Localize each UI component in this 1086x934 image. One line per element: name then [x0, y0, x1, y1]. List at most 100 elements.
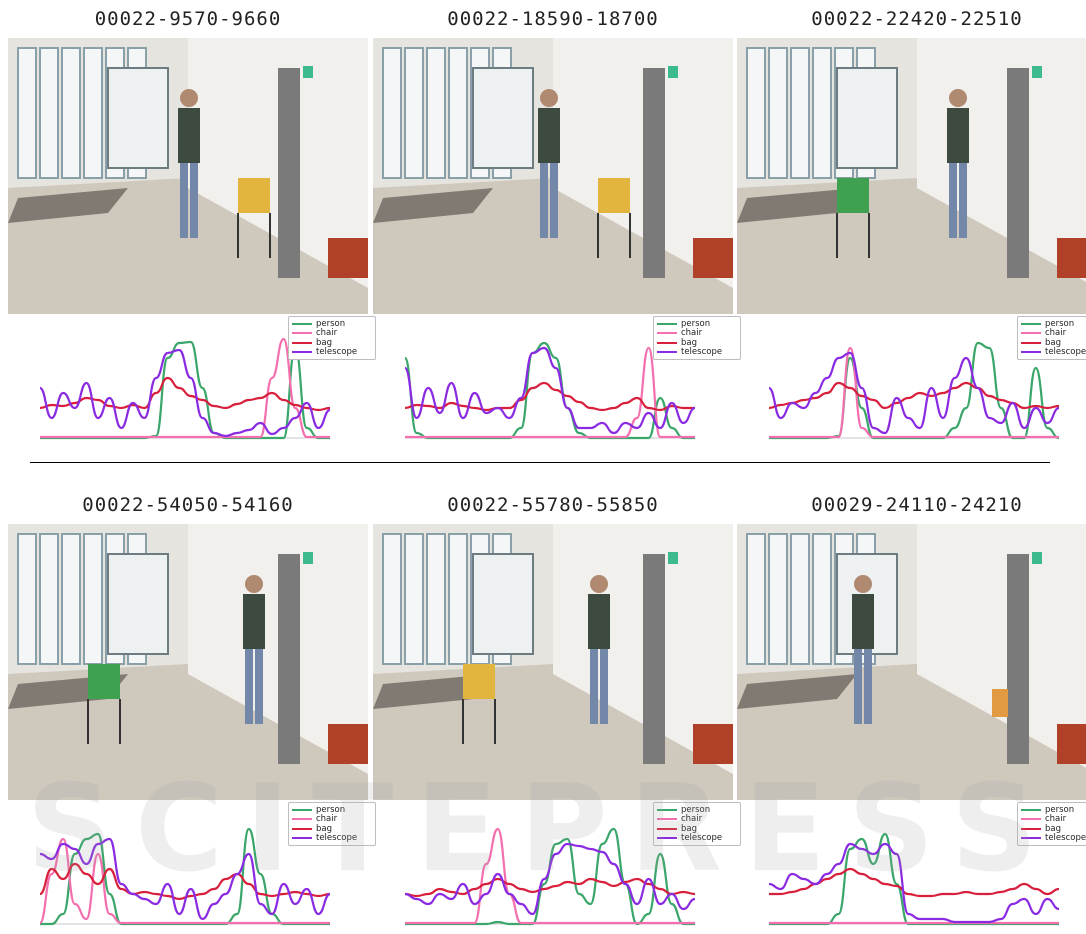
- legend-label: chair: [681, 328, 703, 339]
- legend-label: chair: [1045, 814, 1067, 825]
- series-line-telescope: [768, 351, 1060, 435]
- legend-swatch: [292, 808, 312, 811]
- series-line-bag: [39, 376, 331, 412]
- legend-entry: person: [1021, 805, 1086, 815]
- legend-label: person: [1045, 318, 1075, 329]
- clip-title: 00022-54050-54160: [82, 494, 294, 516]
- person-head: [180, 89, 198, 107]
- exit-sign: [668, 552, 678, 564]
- window-pane: [404, 47, 424, 179]
- rug: [8, 188, 128, 223]
- legend-label: bag: [1045, 823, 1061, 834]
- wall-trim: [328, 724, 368, 764]
- series-line-telescope: [39, 837, 331, 921]
- legend-entry: chair: [292, 814, 372, 824]
- detection-plot-svg: [403, 341, 696, 440]
- person-leg: [959, 163, 967, 238]
- chair: [837, 178, 869, 213]
- series-line-telescope: [403, 346, 696, 435]
- window-pane: [448, 533, 468, 665]
- chair: [598, 178, 630, 213]
- person-head: [949, 89, 967, 107]
- legend-label: telescope: [681, 347, 723, 358]
- series-line-person: [769, 832, 1059, 926]
- legend-swatch: [292, 827, 312, 830]
- rug: [373, 188, 493, 223]
- wall-trim: [1057, 238, 1086, 278]
- window-pane: [17, 47, 37, 179]
- video-frame-scene: [8, 524, 368, 800]
- legend-swatch: [1021, 332, 1041, 335]
- legend-entry: bag: [1021, 338, 1086, 348]
- legend-label: bag: [1045, 337, 1061, 348]
- exit-sign: [303, 552, 313, 564]
- pillar: [1007, 554, 1029, 764]
- legend-swatch: [657, 351, 677, 354]
- legend-swatch: [657, 322, 677, 325]
- door: [836, 67, 898, 169]
- person-head: [854, 575, 872, 593]
- window-pane: [812, 533, 832, 665]
- person-leg: [949, 163, 957, 238]
- detection-plot-svg: [768, 341, 1060, 440]
- detection-plot-svg: [39, 337, 331, 440]
- video-frame: [737, 38, 1086, 314]
- chair: [463, 664, 495, 699]
- legend-swatch: [292, 322, 312, 325]
- clip-title: 00022-18590-18700: [447, 8, 659, 30]
- window-pane: [790, 47, 810, 179]
- window-pane: [382, 533, 402, 665]
- legend-swatch: [292, 351, 312, 354]
- legend: person chair bag telescope: [288, 316, 376, 360]
- pillar: [278, 554, 300, 764]
- person-head: [590, 575, 608, 593]
- legend-entry: bag: [292, 824, 372, 834]
- window-pane: [448, 47, 468, 179]
- legend-swatch: [1021, 837, 1041, 840]
- person-leg: [540, 163, 548, 238]
- window-pane: [404, 533, 424, 665]
- legend-entry: telescope: [1021, 833, 1086, 843]
- series-line-bag: [404, 877, 696, 898]
- legend-label: person: [681, 318, 711, 329]
- legend-label: chair: [316, 328, 338, 339]
- legend: person chair bag telescope: [1017, 802, 1086, 846]
- person-torso: [538, 108, 560, 163]
- wall-trim: [1057, 724, 1086, 764]
- legend-label: bag: [681, 337, 697, 348]
- legend-entry: telescope: [292, 833, 372, 843]
- series-line-person: [40, 340, 330, 440]
- bag: [992, 689, 1008, 717]
- video-frame-scene: [737, 38, 1086, 314]
- legend-label: person: [681, 804, 711, 815]
- rug: [737, 674, 857, 709]
- window-pane: [382, 47, 402, 179]
- person-torso: [947, 108, 969, 163]
- series-line-telescope: [404, 842, 696, 916]
- detection-plot: person chair bag telescope: [373, 316, 741, 444]
- series-line-bag: [404, 381, 695, 412]
- legend-entry: chair: [292, 328, 372, 339]
- legend: person chair bag telescope: [288, 802, 376, 846]
- figure-panel: 00029-24110-24210 person chair bag telescope: [737, 488, 1086, 926]
- legend-entry: bag: [657, 824, 737, 834]
- legend-swatch: [1021, 808, 1041, 811]
- door: [472, 553, 534, 655]
- legend-label: bag: [316, 337, 332, 348]
- clip-title: 00029-24110-24210: [811, 494, 1023, 516]
- video-frame-scene: [737, 524, 1086, 800]
- legend-entry: chair: [657, 814, 737, 825]
- person-leg: [864, 649, 872, 724]
- series-line-chair: [38, 837, 330, 925]
- legend-swatch: [657, 818, 677, 821]
- window-pane: [83, 533, 103, 665]
- video-frame: [373, 524, 733, 800]
- video-frame-scene: [373, 38, 733, 314]
- window-pane: [61, 533, 81, 665]
- person-torso: [588, 594, 610, 649]
- series-line-bag: [39, 862, 331, 901]
- series-line-person: [405, 827, 695, 926]
- detection-plot: person chair bag telescope: [8, 316, 376, 444]
- legend-label: chair: [681, 814, 703, 825]
- pillar: [643, 68, 665, 278]
